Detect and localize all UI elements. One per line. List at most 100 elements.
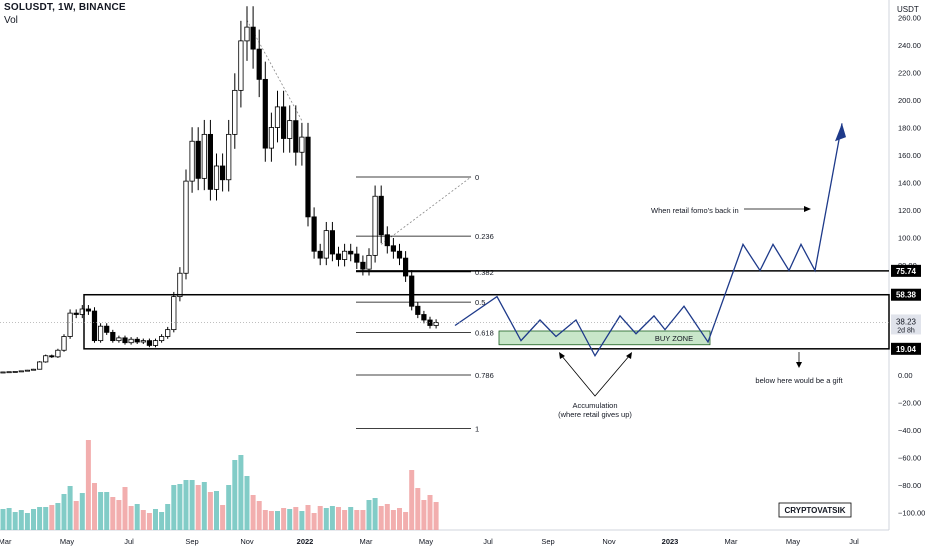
- candle-body: [43, 355, 49, 363]
- candle-body: [30, 368, 37, 371]
- volume-bar: [201, 482, 207, 530]
- candle-body: [268, 127, 275, 149]
- candle-body: [335, 253, 342, 260]
- volume-bar: [214, 491, 219, 530]
- volume-bar: [336, 507, 341, 530]
- candle-body: [67, 312, 73, 337]
- candle-body: [219, 165, 226, 181]
- level-price-tag: [891, 342, 921, 355]
- volume-bar: [354, 510, 360, 530]
- candle-body: [323, 230, 329, 259]
- candle-body: [201, 133, 207, 179]
- y-tick-label: 120.00: [898, 206, 921, 215]
- volume-bar: [116, 500, 122, 530]
- volume-bar: [189, 480, 195, 530]
- candle-body: [116, 337, 122, 342]
- volume-bar: [159, 512, 165, 530]
- candle-body: [85, 308, 91, 312]
- volume-bar: [378, 506, 384, 530]
- volume-bar: [55, 503, 61, 530]
- current-price-label: 38.23: [896, 317, 917, 326]
- volume-bar: [12, 512, 18, 530]
- level-price-label: 58.38: [896, 291, 917, 300]
- candle-body: [329, 230, 336, 255]
- candle-body: [189, 140, 195, 182]
- volume-bar: [79, 493, 85, 530]
- volume-bar: [153, 509, 158, 530]
- x-tick-label: Nov: [602, 537, 616, 546]
- volume-bar: [177, 484, 183, 530]
- volume-bar: [195, 485, 201, 530]
- volume-bar: [268, 511, 274, 530]
- chart-title: SOLUSDT, 1W, BINANCE: [4, 2, 126, 13]
- candle-body: [341, 250, 348, 260]
- watermark-box: [778, 502, 852, 518]
- volume-bar: [220, 505, 226, 530]
- volume-bar: [384, 504, 390, 530]
- volume-bar: [348, 507, 354, 530]
- candle-body: [122, 337, 128, 344]
- candle-body: [274, 106, 281, 128]
- volume-bar: [49, 505, 55, 530]
- level-price-label: 75.74: [896, 267, 917, 276]
- y-tick-label: 260.00: [898, 14, 921, 23]
- volume-bar: [104, 492, 110, 530]
- y-tick-label: −100.00: [898, 509, 925, 518]
- candle-body: [262, 78, 268, 149]
- volume-bar: [305, 505, 311, 530]
- candle-body: [61, 336, 67, 351]
- volume-bar: [0, 509, 6, 530]
- candle-body: [238, 40, 244, 91]
- candle-body: [360, 261, 366, 270]
- volume-bar: [390, 510, 396, 530]
- candle-body: [91, 310, 98, 342]
- volume-bar: [262, 510, 268, 530]
- candle-body: [378, 195, 384, 236]
- volume-bar: [403, 512, 409, 530]
- volume-bar: [128, 506, 134, 530]
- volume-bar: [226, 485, 232, 530]
- volume-bar: [427, 495, 433, 530]
- candle-body: [250, 26, 256, 50]
- candle-body: [73, 312, 79, 315]
- candle-body: [415, 305, 421, 315]
- watermark: CRYPTOVATSIK: [784, 506, 845, 515]
- candle-body: [177, 272, 183, 298]
- volume-bar: [299, 511, 305, 530]
- volume-bar: [98, 492, 104, 530]
- volume-bar: [360, 510, 366, 530]
- y-tick-label: 220.00: [898, 69, 921, 78]
- candle-body: [152, 340, 159, 346]
- x-tick-label: Sep: [541, 537, 554, 546]
- candle-body: [348, 250, 354, 255]
- candle-body: [165, 329, 171, 337]
- current-price-tag: [891, 314, 921, 335]
- volume-bar: [134, 504, 140, 530]
- volume-bar: [37, 507, 43, 530]
- candle-body: [0, 371, 6, 374]
- candle-body: [128, 338, 134, 344]
- candle-body: [354, 253, 360, 263]
- candle-body: [171, 296, 177, 331]
- volume-bar: [73, 501, 79, 530]
- fib-level-label: 0.786: [475, 371, 494, 380]
- x-tick-label: Jul: [124, 537, 134, 546]
- annotation-accumulation-sub: (where retail gives up): [558, 410, 632, 419]
- volume-bar: [61, 494, 67, 530]
- candle-body: [110, 331, 116, 342]
- y-tick-label: 160.00: [898, 151, 921, 160]
- volume-bar: [323, 508, 329, 530]
- volume-bar: [433, 502, 439, 530]
- y-tick-label: 200.00: [898, 96, 921, 105]
- annotation-accumulation: Accumulation: [572, 401, 617, 410]
- x-tick-label: Nov: [240, 537, 254, 546]
- volume-bar: [122, 487, 128, 530]
- volume-bar: [110, 497, 116, 530]
- y-tick-label: −60.00: [898, 454, 921, 463]
- volume-bar: [372, 498, 378, 530]
- volume-bar: [43, 507, 49, 530]
- volume-bar: [311, 513, 317, 530]
- candle-body: [256, 48, 262, 80]
- volume-bar: [183, 480, 189, 530]
